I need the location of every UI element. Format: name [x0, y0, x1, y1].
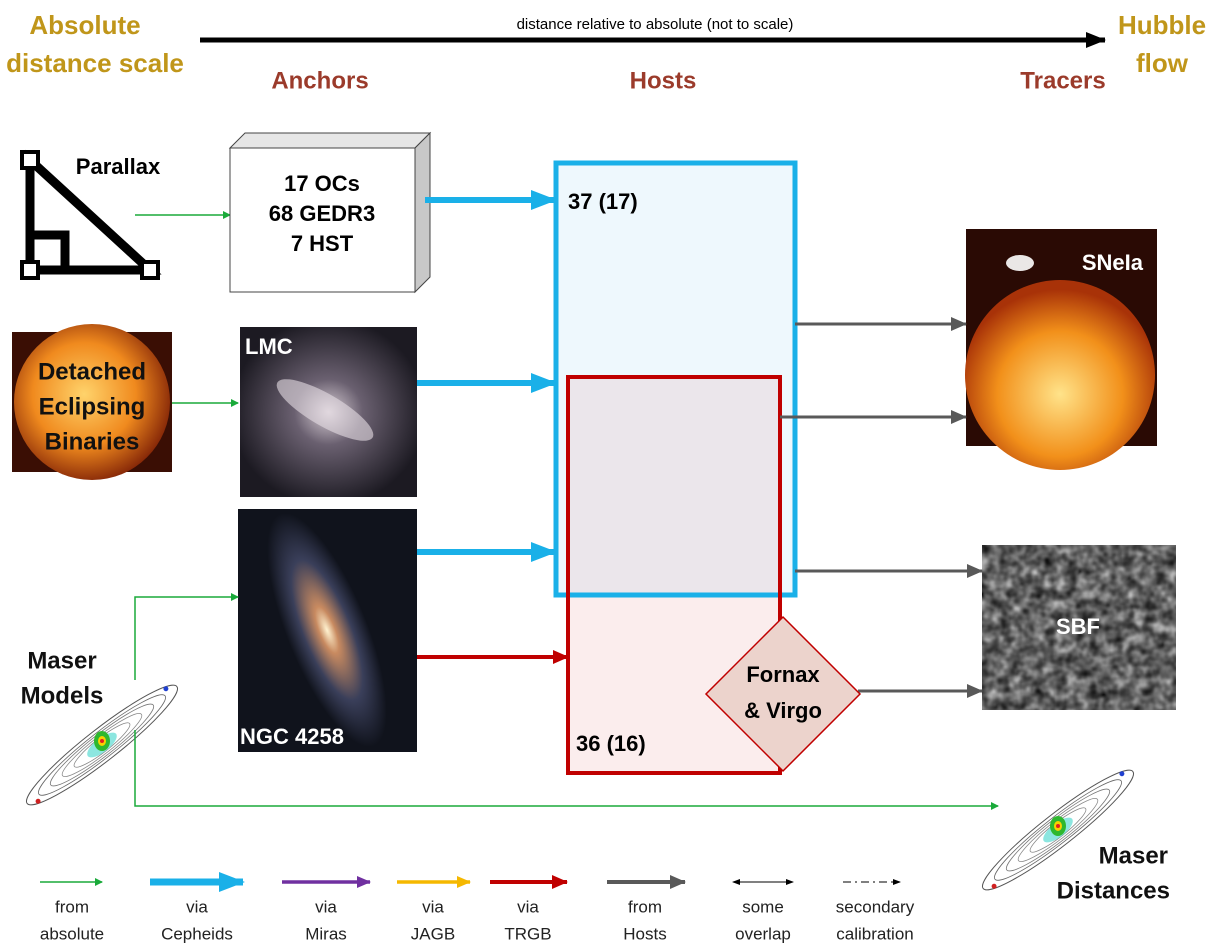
parallax-icon — [20, 149, 162, 280]
legend-label: JAGB — [411, 924, 455, 943]
legend-label: from — [55, 897, 89, 916]
anchor-count: 17 OCs — [284, 171, 360, 196]
column-title: Hosts — [630, 67, 697, 94]
source-label: Eclipsing — [39, 393, 146, 420]
anchor-count: 68 GEDR3 — [269, 201, 375, 226]
legend-label: Hosts — [623, 924, 666, 943]
legend-label: from — [628, 897, 662, 916]
legend-label: some — [742, 897, 784, 916]
deb-image — [12, 324, 172, 480]
source-label: Models — [21, 682, 104, 709]
legend-label: via — [422, 897, 444, 916]
source-label: Maser — [27, 647, 96, 674]
tracer-label: SNeIa — [1082, 250, 1144, 275]
lmc-image — [240, 327, 417, 497]
header-right: flow — [1136, 48, 1189, 78]
legend-label: calibration — [836, 924, 914, 943]
axis-label: distance relative to absolute (not to sc… — [517, 16, 794, 33]
tracer-label: Maser — [1099, 842, 1168, 869]
host-count: 36 (16) — [576, 731, 646, 756]
tracer-label: SBF — [1056, 614, 1100, 639]
anchor-label: NGC 4258 — [240, 724, 344, 749]
host-count: 37 (17) — [568, 189, 638, 214]
parallax-box — [228, 131, 432, 294]
sbf-image — [982, 545, 1176, 710]
snia-image — [965, 229, 1157, 470]
arrow-absolute — [134, 593, 239, 680]
arrow-absolute — [134, 730, 999, 810]
legend-label: Miras — [305, 924, 347, 943]
legend-label: overlap — [735, 924, 791, 943]
cluster-diamond — [704, 615, 862, 773]
header-right: Hubble — [1118, 10, 1206, 40]
legend-label: via — [517, 897, 539, 916]
legend-label: via — [315, 897, 337, 916]
source-label: Parallax — [76, 154, 161, 179]
tracer-label: Distances — [1057, 877, 1170, 904]
anchor-label: LMC — [245, 334, 293, 359]
cluster-label: Fornax — [746, 662, 820, 687]
legend-label: absolute — [40, 924, 104, 943]
ngc-image — [238, 509, 417, 752]
legend-label: via — [186, 897, 208, 916]
column-title: Anchors — [271, 67, 368, 94]
trgb-host-box — [566, 375, 782, 775]
legend-label: TRGB — [504, 924, 551, 943]
legend-label: secondary — [836, 897, 915, 916]
column-title: Tracers — [1020, 67, 1105, 94]
anchor-count: 7 HST — [291, 231, 354, 256]
legend-label: Cepheids — [161, 924, 233, 943]
header-left: distance scale — [6, 48, 184, 78]
source-label: Detached — [38, 358, 146, 385]
source-label: Binaries — [45, 428, 140, 455]
cluster-label: & Virgo — [744, 698, 822, 723]
header-left: Absolute — [29, 10, 140, 40]
